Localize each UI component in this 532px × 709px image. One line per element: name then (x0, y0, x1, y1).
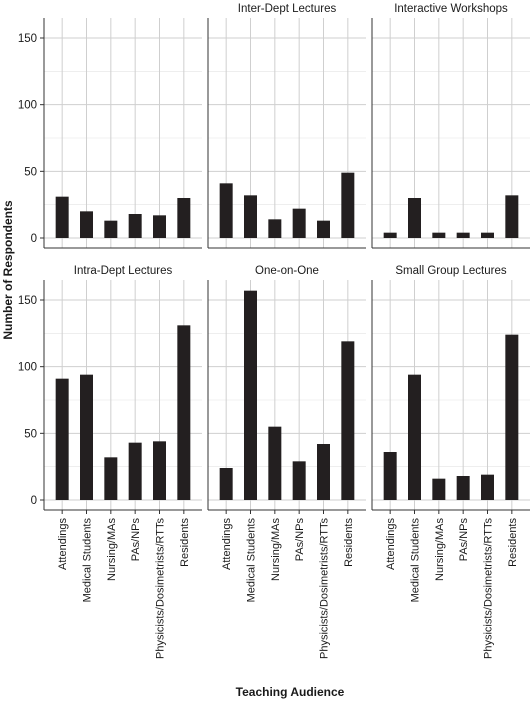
x-tick-label: Nursing/MAs (106, 518, 118, 581)
panel-title: One-on-One (255, 265, 319, 277)
x-tick-label: Medical Students (82, 518, 94, 603)
y-axis-label: Number of Respondents (1, 200, 15, 340)
x-tick-label: Medical Students (410, 518, 422, 603)
y-tick-label: 50 (24, 166, 37, 178)
bar-nursing-mas (268, 219, 282, 238)
bar-residents (505, 195, 519, 238)
bar-medical-students (80, 374, 93, 500)
panel-title: Inter-Dept Lectures (238, 3, 337, 15)
bar-residents (341, 172, 355, 238)
x-tick-label: Residents (507, 518, 519, 567)
bar-attendings (383, 452, 397, 500)
y-tick-label: 150 (18, 33, 37, 45)
bar-medical-students (244, 195, 257, 238)
y-tick-label: 50 (24, 428, 37, 440)
y-tick-label: 150 (18, 295, 37, 307)
bar-nursing-mas (432, 478, 446, 500)
bar-attendings (55, 378, 69, 500)
bar-nursing-mas (268, 426, 282, 500)
bar-pas-nps (292, 461, 306, 500)
bar-pas-nps (292, 208, 306, 238)
x-tick-label: Residents (179, 518, 191, 567)
x-tick-label: Physicists/Dosimetrists/RTTs (319, 518, 331, 659)
bar-pas-nps (128, 214, 142, 238)
panel-title: Intra-Dept Lectures (74, 265, 173, 277)
x-tick-label: Nursing/MAs (434, 518, 446, 581)
bar-medical-students (80, 211, 93, 238)
bar-physicists-dosimetrists-rtts (317, 220, 330, 238)
y-tick-label: 100 (18, 362, 37, 374)
bar-residents (177, 198, 191, 238)
bar-pas-nps (128, 442, 142, 500)
x-tick-label: Medical Students (246, 518, 258, 603)
bar-medical-students (408, 198, 421, 238)
bar-nursing-mas (104, 220, 118, 238)
bar-residents (505, 334, 519, 500)
x-tick-label: Attendings (221, 518, 233, 570)
panels-group: 0 50 100 150 Inter-Dept Lectures Interactive … (18, 3, 530, 659)
bar-attendings (219, 183, 233, 238)
bar-medical-students (244, 290, 257, 500)
x-tick-label: PAs/NPs (130, 518, 142, 562)
bar-residents (177, 325, 191, 500)
x-tick-label: Attendings (385, 518, 397, 570)
bar-attendings (383, 232, 397, 238)
x-tick-label: Attendings (57, 518, 69, 570)
bar-pas-nps (456, 232, 470, 238)
bar-attendings (55, 196, 69, 238)
bar-nursing-mas (432, 232, 446, 238)
bar-physicists-dosimetrists-rtts (481, 232, 494, 238)
bar-medical-students (408, 374, 421, 500)
x-tick-label: Nursing/MAs (270, 518, 282, 581)
x-tick-label: PAs/NPs (458, 518, 470, 562)
x-tick-label: PAs/NPs (294, 518, 306, 562)
x-axis-label: Teaching Audience (236, 685, 345, 699)
bar-attendings (219, 468, 233, 500)
bar-physicists-dosimetrists-rtts (153, 215, 166, 238)
bar-pas-nps (456, 476, 470, 500)
bar-physicists-dosimetrists-rtts (153, 441, 166, 500)
x-tick-label: Physicists/Dosimetrists/RTTs (155, 518, 167, 659)
bar-residents (341, 341, 355, 500)
panel-title: Small Group Lectures (395, 265, 506, 277)
bar-physicists-dosimetrists-rtts (317, 444, 330, 500)
y-tick-label: 100 (18, 100, 37, 112)
bar-physicists-dosimetrists-rtts (481, 474, 494, 500)
x-tick-label: Physicists/Dosimetrists/RTTs (483, 518, 495, 659)
bar-nursing-mas (104, 457, 118, 500)
y-tick-label: 0 (31, 495, 37, 507)
panel-title: Interactive Workshops (394, 3, 508, 15)
x-tick-label: Residents (343, 518, 355, 567)
y-tick-label: 0 (31, 233, 37, 245)
